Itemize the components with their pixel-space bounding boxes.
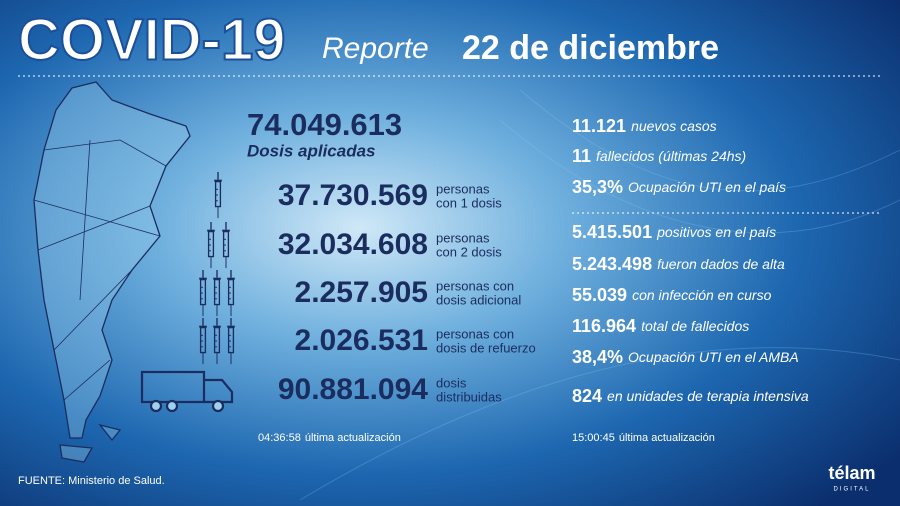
stat-value: 11.121 bbox=[572, 116, 626, 136]
total-doses-label: Dosis aplicadas bbox=[247, 141, 376, 160]
stat-line: 824 en unidades de terapia intensiva bbox=[572, 386, 809, 406]
stat-line: 11.121 nuevos casos bbox=[572, 116, 717, 136]
vaccine-label: con 1 dosis bbox=[436, 195, 502, 210]
date: 22 de diciembre bbox=[462, 29, 719, 67]
stat-label: Ocupación UTI en el país bbox=[628, 179, 786, 195]
decor-waves bbox=[299, 89, 900, 501]
map-argentina bbox=[33, 81, 191, 463]
vaccine-value: 2.257.905 bbox=[295, 276, 428, 309]
map-provinces bbox=[33, 139, 167, 401]
stat-line: 35,3% Ocupación UTI en el país bbox=[572, 177, 786, 197]
vaccine-value: 90.881.094 bbox=[278, 373, 428, 406]
vaccine-label: personas bbox=[436, 181, 490, 196]
update-time: 15:00:45 bbox=[572, 432, 615, 444]
total-doses-value: 74.049.613 bbox=[247, 107, 402, 142]
stat-label: en unidades de terapia intensiva bbox=[607, 388, 809, 404]
stat-line: 11 fallecidos (últimas 24hs) bbox=[572, 146, 746, 166]
stat-value: 116.964 bbox=[572, 316, 636, 336]
stat-value: 38,4% bbox=[572, 347, 623, 367]
vaccine-label: dosis bbox=[436, 375, 467, 390]
update-label: última actualización bbox=[305, 432, 401, 444]
vaccine-value: 2.026.531 bbox=[295, 324, 428, 357]
stat-label: con infección en curso bbox=[632, 287, 772, 303]
stat-line: 5.415.501 positivos en el país bbox=[572, 222, 776, 242]
update-line: 04:36:58 última actualización bbox=[258, 432, 401, 444]
stat-line: 55.039 con infección en curso bbox=[572, 285, 772, 305]
vaccine-value: 32.034.608 bbox=[278, 228, 428, 261]
subtitle: Reporte bbox=[322, 32, 429, 65]
stat-value: 5.243.498 bbox=[572, 254, 652, 274]
stat-label: fallecidos (últimas 24hs) bbox=[596, 148, 746, 164]
stat-value: 824 bbox=[572, 386, 602, 406]
stat-value: 35,3% bbox=[572, 177, 623, 197]
stat-value: 55.039 bbox=[572, 285, 627, 305]
stat-label: Ocupación UTI en el AMBA bbox=[628, 349, 799, 365]
title: COVID-19 bbox=[18, 7, 286, 72]
update-time: 04:36:58 bbox=[258, 432, 301, 444]
vaccine-label: personas bbox=[436, 230, 490, 245]
vaccine-label: dosis de refuerzo bbox=[436, 340, 536, 355]
stat-label: positivos en el país bbox=[656, 224, 776, 240]
stat-label: fueron dados de alta bbox=[657, 256, 785, 272]
stat-value: 5.415.501 bbox=[572, 222, 652, 242]
vaccine-label: personas con bbox=[436, 326, 514, 341]
stat-line: 5.243.498 fueron dados de alta bbox=[572, 254, 785, 274]
logo-sub: DIGITAL bbox=[834, 487, 871, 493]
stat-value: 11 bbox=[572, 146, 591, 166]
stat-line: 116.964 total de fallecidos bbox=[572, 316, 749, 336]
vaccine-label: con 2 dosis bbox=[436, 244, 502, 259]
logo: télam bbox=[828, 463, 875, 483]
stat-label: nuevos casos bbox=[631, 118, 717, 134]
update-label: última actualización bbox=[619, 432, 715, 444]
vaccine-label: distribuidas bbox=[436, 389, 502, 404]
vaccine-label: dosis adicional bbox=[436, 292, 521, 307]
update-line: 15:00:45 última actualización bbox=[572, 432, 715, 444]
stat-line: 38,4% Ocupación UTI en el AMBA bbox=[572, 347, 799, 367]
stat-label: total de fallecidos bbox=[641, 318, 749, 334]
vaccine-value: 37.730.569 bbox=[278, 179, 428, 212]
vaccine-label: personas con bbox=[436, 278, 514, 293]
source: FUENTE: Ministerio de Salud. bbox=[18, 475, 165, 487]
truck-icon bbox=[140, 370, 234, 413]
